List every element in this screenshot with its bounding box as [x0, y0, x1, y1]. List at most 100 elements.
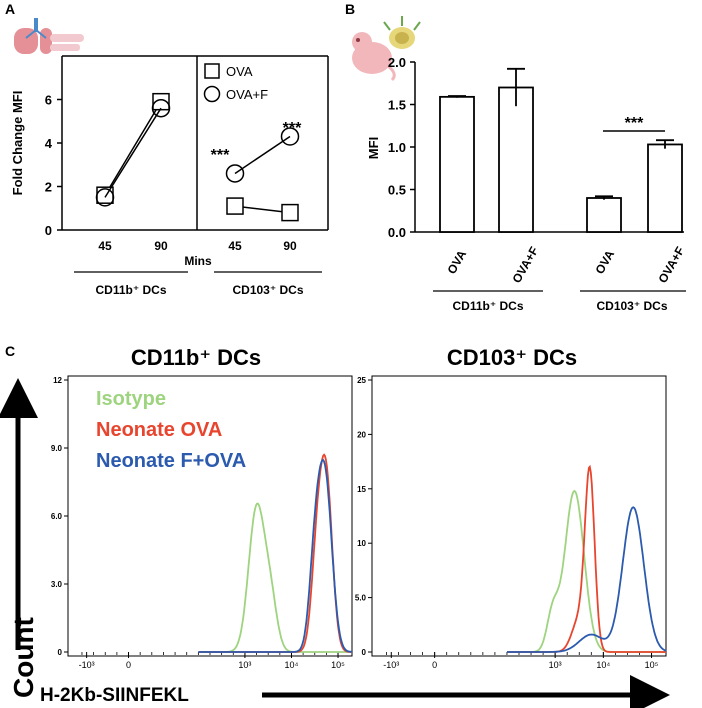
- panel-c-xlabel: H-2Kb-SIINFEKL: [40, 685, 189, 706]
- legend-neonate-ova: Neonate OVA: [96, 419, 222, 441]
- panel-b-bar: [647, 143, 683, 233]
- panel-c-right-frame: [371, 375, 667, 657]
- panel-c-right-y-ticks: 0 5.0 10 15 20 25: [355, 376, 372, 657]
- panel-c-right-title: CD103⁺ DCs: [447, 345, 577, 370]
- panel-b-ytick-label: 2.0: [388, 55, 406, 70]
- panel-b-bar: [586, 197, 622, 233]
- panel-a-group-cd11b: CD11b⁺ DCs: [95, 283, 166, 297]
- panel-a-y-ticks: 0 2 4 6: [45, 93, 62, 238]
- panel-a-stars-90: ***: [283, 120, 302, 137]
- panel-c-ytick-label: 9.0: [51, 444, 63, 453]
- legend-square-marker: [204, 63, 220, 79]
- panel-c-ylabel: Count: [8, 617, 39, 698]
- panel-b-cat-ova-2: OVA: [592, 247, 617, 276]
- panel-b-stars: ***: [625, 115, 644, 132]
- panel-c-right-x-ticks: -10³ 0 10³ 10⁴ 10⁵: [383, 652, 659, 670]
- panel-c-letter: C: [5, 343, 15, 359]
- panel-c-xtick-label: 10⁵: [645, 660, 659, 670]
- panel-a-point-circle: [95, 188, 115, 207]
- panel-b-cat-ovaf-2: OVA+F: [655, 244, 687, 285]
- panel-c-left-title: CD11b⁺ DCs: [131, 345, 261, 370]
- legend-ova-label: OVA: [226, 64, 253, 79]
- panel-a-series-line: [104, 101, 162, 196]
- panel-b-ylabel: MFI: [366, 137, 381, 159]
- panel-c-xtick-label: 10³: [238, 660, 251, 670]
- panel-c-xtick-label: -10³: [383, 660, 399, 670]
- panel-c-xtick-label: 0: [432, 660, 437, 670]
- neonate-mouse-icon: [352, 32, 396, 82]
- panel-c-ytick-label: 5.0: [355, 594, 367, 603]
- panel-a-xtick-45-left: 45: [98, 239, 112, 253]
- panel-c-ytick-label: 6.0: [51, 512, 63, 521]
- legend-ovaf-label: OVA+F: [226, 87, 268, 102]
- panel-b-ytick-label: 0.0: [388, 225, 406, 240]
- legend-isotype: Isotype: [96, 388, 166, 410]
- panel-c-left-curves: [198, 453, 353, 653]
- panel-c-ytick-label: 25: [357, 376, 366, 385]
- panel-a-xtick-90-left: 90: [154, 239, 168, 253]
- panel-b-bars: [439, 67, 683, 233]
- panel-a-xtick-45-right: 45: [228, 239, 242, 253]
- panel-a-series-line: [104, 107, 162, 198]
- panel-b-cat-ovaf-1: OVA+F: [509, 244, 541, 285]
- panel-c-xtick-label: -10³: [79, 660, 95, 670]
- curve-isotype: [198, 502, 352, 653]
- panel-a-ytick-label: 6: [45, 93, 52, 108]
- panel-a-xtick-90-right: 90: [283, 239, 297, 253]
- panel-c-ytick-label: 3.0: [51, 580, 63, 589]
- panel-a-stars-45: ***: [211, 147, 230, 164]
- panel-a-group-cd103: CD103⁺ DCs: [232, 283, 303, 297]
- curve-neonate-ova: [507, 464, 666, 653]
- panel-a-point-square: [226, 197, 244, 215]
- panel-b-group-cd103: CD103⁺ DCs: [596, 299, 667, 313]
- panel-c-left-x-ticks: -10³ 0 10³ 10⁴ 10⁵: [79, 652, 345, 670]
- panel-a-point-square: [152, 92, 170, 111]
- panel-c-left-y-ticks: 0 3.0 6.0 9.0 12: [51, 376, 68, 657]
- panel-c-ytick-label: 15: [357, 485, 366, 494]
- panel-a-point-circle: [151, 98, 171, 118]
- curve-isotype: [507, 489, 666, 653]
- panel-a-series-line: [234, 205, 291, 214]
- panel-c-ytick-label: 20: [357, 430, 366, 439]
- curve-neonate-fova: [198, 458, 353, 653]
- panel-b-ytick-label: 1.0: [388, 140, 406, 155]
- panel-a-point-square: [281, 203, 299, 222]
- panel-c-ytick-label: 0: [362, 648, 367, 657]
- panel-a-point-circle: [225, 164, 245, 183]
- panel-a-letter: A: [5, 1, 15, 17]
- panel-b-letter: B: [345, 1, 355, 17]
- panel-a-xlabel: Mins: [184, 254, 212, 268]
- panel-b-bar: [439, 95, 475, 233]
- panel-c-ytick-label: 10: [357, 539, 366, 548]
- panel-b-bar: [498, 86, 534, 233]
- panel-a-ytick-label: 2: [45, 180, 52, 195]
- panel-a: A Fold Change MFI 0 2 4 6 OVA OVA+F *** ***: [5, 1, 329, 297]
- panel-a-series-line: [234, 135, 291, 175]
- legend-neonate-fova: Neonate F+OVA: [96, 450, 246, 472]
- panel-c-xtick-label: 10⁴: [596, 660, 610, 670]
- panel-a-series: [95, 92, 300, 222]
- panel-b-group-cd11b: CD11b⁺ DCs: [452, 299, 523, 313]
- panel-b: B MFI 0.00.51.01.52.0 *** OVA OVA+F OVA …: [345, 1, 687, 313]
- curve-neonate-ova: [198, 453, 352, 653]
- lungs-icon: [14, 18, 84, 54]
- panel-b-cat-ova-1: OVA: [444, 247, 469, 276]
- panel-a-ytick-label: 4: [45, 136, 53, 151]
- panel-b-y-ticks: 0.0 0.5 1.0 1.5 2.0: [388, 55, 415, 240]
- panel-c-xtick-label: 10³: [549, 660, 562, 670]
- lymph-node-icon: [383, 16, 421, 49]
- panel-b-ytick-label: 0.5: [388, 183, 406, 198]
- panel-a-legend: OVA OVA+F: [203, 63, 268, 103]
- panel-c-ytick-label: 12: [53, 376, 62, 385]
- panel-c-xtick-label: 10⁵: [331, 660, 345, 670]
- curve-neonate-fova: [507, 506, 667, 653]
- legend-circle-marker: [203, 85, 221, 103]
- panel-c-xtick-label: 0: [126, 660, 131, 670]
- panel-c: C CD11b⁺ DCs CD103⁺ DCs Count H-2Kb-SIIN…: [0, 343, 670, 708]
- panel-c-right-curves: [507, 464, 667, 653]
- panel-a-ylabel: Fold Change MFI: [10, 91, 25, 196]
- panel-c-ytick-label: 0: [58, 648, 63, 657]
- panel-c-xtick-label: 10⁴: [285, 660, 299, 670]
- panel-a-ytick-label: 0: [45, 223, 52, 238]
